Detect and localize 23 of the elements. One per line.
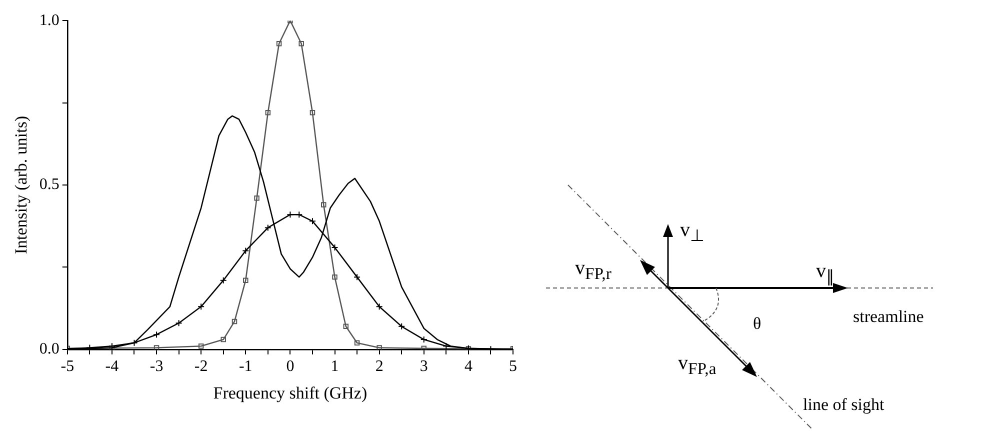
text: v$_{FP,a}$ [678, 352, 716, 378]
x-tick-label: 1 [330, 358, 339, 376]
x-tick-label: 3 [420, 358, 428, 376]
x-tick-label: 5 [509, 358, 517, 376]
y-axis-title: Intensity (arb. units) [12, 116, 31, 254]
text: v$_{∥}$ [816, 260, 835, 286]
x-tick-label: -5 [60, 358, 74, 376]
x-axis-title: Frequency shift (GHz) [213, 383, 368, 402]
text: θ [753, 314, 762, 333]
x-tick-label: -3 [150, 358, 164, 376]
y-tick-label: 0.5 [39, 176, 60, 194]
y-tick-label: 1.0 [39, 12, 60, 29]
text: streamline [853, 307, 924, 326]
x-tick-label: 4 [464, 358, 472, 376]
text: v$_{⊥}$ [680, 219, 705, 245]
y-tick-label: 0.0 [39, 340, 60, 358]
x-tick-label: 0 [286, 358, 294, 376]
x-tick-label: -1 [238, 358, 252, 376]
text: line of sight [803, 395, 884, 414]
x-tick-label: -2 [194, 358, 208, 376]
text: v$_{FP,r}$ [575, 257, 612, 283]
x-tick-label: 2 [375, 358, 384, 376]
x-tick-label: -4 [105, 358, 119, 376]
